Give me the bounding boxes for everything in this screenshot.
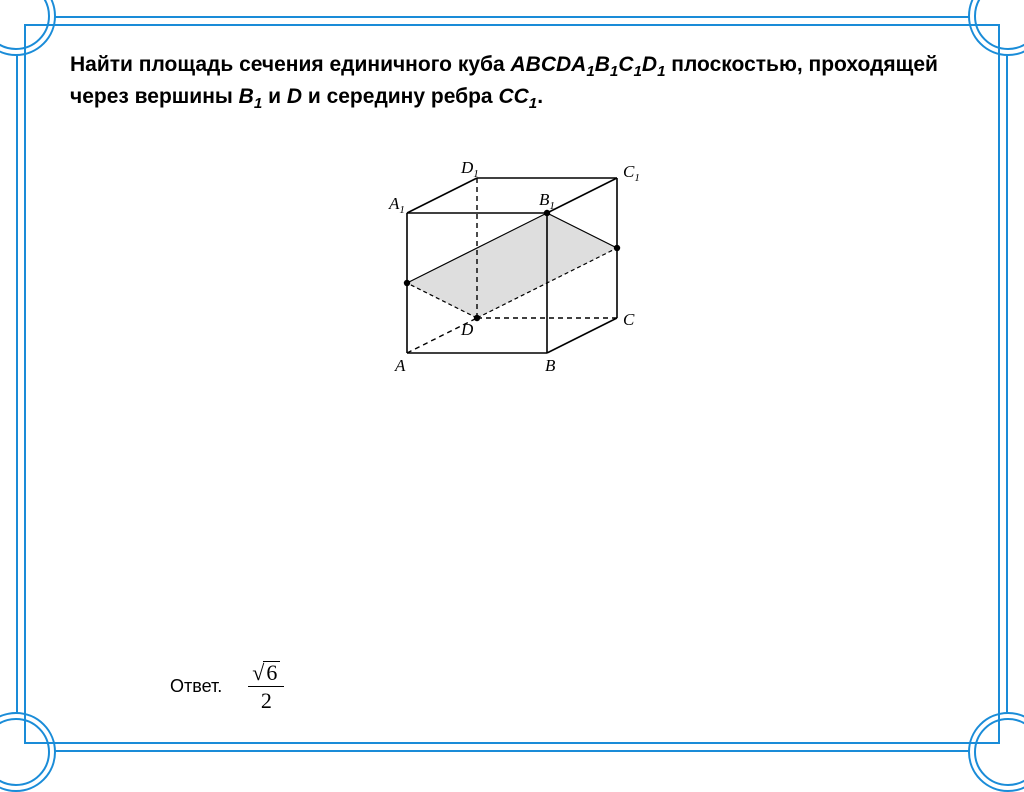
answer-label: Ответ. xyxy=(170,676,222,697)
label-c: C xyxy=(623,310,635,329)
label-c1: C1 xyxy=(623,162,640,184)
problem-text: Найти площадь сечения единичного куба AB… xyxy=(70,50,954,115)
label-b1: B1 xyxy=(539,190,555,212)
answer-fraction: √6 2 xyxy=(248,661,284,712)
cube-diagram: A B C D A1 B1 C1 D1 xyxy=(357,143,667,398)
diagram-container: A B C D A1 B1 C1 D1 xyxy=(70,143,954,398)
label-a1: A1 xyxy=(388,194,405,216)
denominator: 2 xyxy=(261,687,272,712)
slide-content: Найти площадь сечения единичного куба AB… xyxy=(70,50,954,718)
problem-part: Найти площадь сечения единичного куба xyxy=(70,53,511,76)
label-a: A xyxy=(394,356,406,375)
label-d: D xyxy=(460,320,474,339)
edge-cc1: CC1 xyxy=(498,85,537,108)
cube-label: ABCDA1B1C1D1 xyxy=(511,53,666,76)
label-d1: D1 xyxy=(460,158,479,180)
vertex-d: D xyxy=(287,85,302,108)
sqrt-expression: √6 xyxy=(252,661,280,684)
label-b: B xyxy=(545,356,556,375)
answer-row: Ответ. √6 2 xyxy=(170,661,284,712)
vertex-b1: B1 xyxy=(239,85,263,108)
